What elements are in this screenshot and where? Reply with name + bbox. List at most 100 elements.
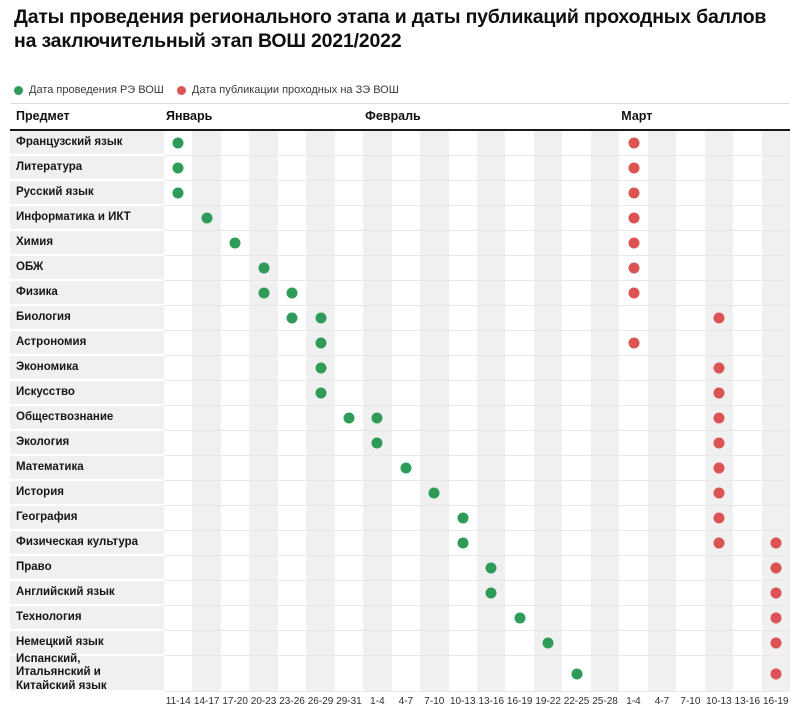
row-plot-area bbox=[164, 281, 790, 306]
subject-label: ОБЖ bbox=[10, 256, 164, 281]
green-dot bbox=[201, 212, 213, 224]
row-plot-area bbox=[164, 181, 790, 206]
green-dot bbox=[343, 412, 355, 424]
chart-row: ОБЖ bbox=[10, 256, 790, 281]
subject-label: Русский язык bbox=[10, 181, 164, 206]
row-plot-area bbox=[164, 131, 790, 156]
red-dot bbox=[628, 262, 639, 274]
subject-label: Право bbox=[10, 556, 164, 581]
row-plot-area bbox=[164, 331, 790, 356]
green-dot bbox=[485, 562, 497, 574]
red-dot bbox=[770, 637, 782, 649]
chart-row: Технология bbox=[10, 606, 790, 631]
chart-row: Химия bbox=[10, 231, 790, 256]
red-dot bbox=[770, 612, 782, 624]
red-dot bbox=[770, 537, 782, 549]
row-plot-area bbox=[164, 656, 790, 692]
x-axis-tick-label: 19-22 bbox=[535, 696, 561, 707]
month-header: Январь bbox=[166, 109, 213, 123]
column-band bbox=[590, 131, 620, 692]
x-axis-tick-label: 17-20 bbox=[222, 696, 248, 707]
subject-label: Обществознание bbox=[10, 406, 164, 431]
row-plot-area bbox=[164, 381, 790, 406]
green-dot bbox=[172, 187, 184, 199]
green-dot bbox=[457, 537, 469, 549]
subject-label: Искусство bbox=[10, 381, 164, 406]
column-band bbox=[192, 131, 221, 692]
x-axis-tick-label: 25-28 bbox=[592, 696, 618, 707]
legend: Дата проведения РЭ ВОШ Дата публикации п… bbox=[14, 84, 399, 96]
column-band bbox=[761, 131, 790, 692]
chart-row: Обществознание bbox=[10, 406, 790, 431]
chart-row: Искусство bbox=[10, 381, 790, 406]
green-dot bbox=[485, 587, 497, 599]
green-dot bbox=[286, 287, 298, 299]
red-dot bbox=[713, 487, 725, 499]
row-plot-area bbox=[164, 156, 790, 181]
subject-label: Химия bbox=[10, 231, 164, 256]
column-bands bbox=[164, 131, 790, 692]
column-band bbox=[704, 131, 734, 692]
x-axis-tick-label: 22-25 bbox=[563, 696, 590, 707]
green-dot bbox=[258, 287, 270, 299]
subject-label: Немецкий язык bbox=[10, 631, 164, 656]
x-axis-tick-label: 26-29 bbox=[307, 696, 334, 707]
legend-label-green: Дата проведения РЭ ВОШ bbox=[29, 84, 164, 96]
chart-row: Экология bbox=[10, 431, 790, 456]
red-dot bbox=[713, 312, 725, 324]
chart-row: Информатика и ИКТ bbox=[10, 206, 790, 231]
column-band bbox=[533, 131, 563, 692]
month-header: Февраль bbox=[365, 109, 421, 123]
green-dot-icon bbox=[14, 85, 23, 95]
chart-row: Литература bbox=[10, 156, 790, 181]
page-title-line1: Даты проведения регионального этапа и да… bbox=[14, 6, 767, 28]
green-dot bbox=[172, 137, 184, 149]
x-axis-tick-label: 10-13 bbox=[706, 696, 732, 707]
x-axis-tick-label: 1-4 bbox=[370, 696, 385, 707]
x-axis-tick-label: 14-17 bbox=[193, 696, 220, 707]
month-header: Март bbox=[621, 109, 653, 123]
chart-row: Испанский, Итальянский и Китайский язык bbox=[10, 653, 790, 692]
subject-label: Испанский, Итальянский и Китайский язык bbox=[10, 653, 164, 692]
x-axis-tick-label: 11-14 bbox=[165, 696, 191, 707]
red-dot bbox=[713, 412, 725, 424]
row-plot-area bbox=[164, 431, 790, 456]
red-dot bbox=[770, 668, 782, 679]
x-axis-tick-label: 13-16 bbox=[734, 696, 761, 707]
x-axis-tick-label: 20-23 bbox=[250, 696, 277, 707]
chart-body: Французский язык Литература Русский язык Ин… bbox=[10, 131, 790, 692]
row-plot-area bbox=[164, 256, 790, 281]
chart-row: Экономика bbox=[10, 356, 790, 381]
x-axis-tick-label: 7-10 bbox=[680, 696, 701, 707]
red-dot bbox=[628, 287, 639, 299]
column-band bbox=[477, 131, 506, 692]
x-axis-tick-label: 1-4 bbox=[626, 696, 641, 707]
subject-label: Физическая культура bbox=[10, 531, 164, 556]
row-plot-area bbox=[164, 506, 790, 531]
subject-label: Литература bbox=[10, 156, 164, 181]
chart-table: Предмет Январь Февраль Март Французский яз… bbox=[10, 103, 790, 714]
page-title: Даты проведения регионального этапа и да… bbox=[14, 6, 792, 54]
row-plot-area bbox=[164, 231, 790, 256]
x-axis-tick-label: 16-19 bbox=[762, 696, 789, 707]
row-plot-area bbox=[164, 456, 790, 481]
subject-column-header: Предмет bbox=[16, 109, 70, 123]
legend-label-red: Дата публикации проходных на ЗЭ ВОШ bbox=[191, 84, 399, 96]
legend-item-red: Дата публикации проходных на ЗЭ ВОШ bbox=[176, 84, 399, 96]
red-dot bbox=[628, 137, 639, 149]
green-dot bbox=[315, 362, 326, 374]
subject-label: Информатика и ИКТ bbox=[10, 206, 164, 231]
row-plot-area bbox=[164, 606, 790, 631]
subject-label: География bbox=[10, 506, 164, 531]
green-dot bbox=[315, 312, 326, 324]
red-dot bbox=[628, 237, 639, 249]
subject-label: Экономика bbox=[10, 356, 164, 381]
chart-row: Французский язык bbox=[10, 131, 790, 156]
green-dot bbox=[371, 412, 383, 424]
table-header: Предмет Январь Февраль Март bbox=[10, 103, 790, 131]
chart-row: Английский язык bbox=[10, 581, 790, 606]
green-dot bbox=[457, 512, 469, 524]
row-plot-area bbox=[164, 531, 790, 556]
red-dot bbox=[713, 537, 725, 549]
